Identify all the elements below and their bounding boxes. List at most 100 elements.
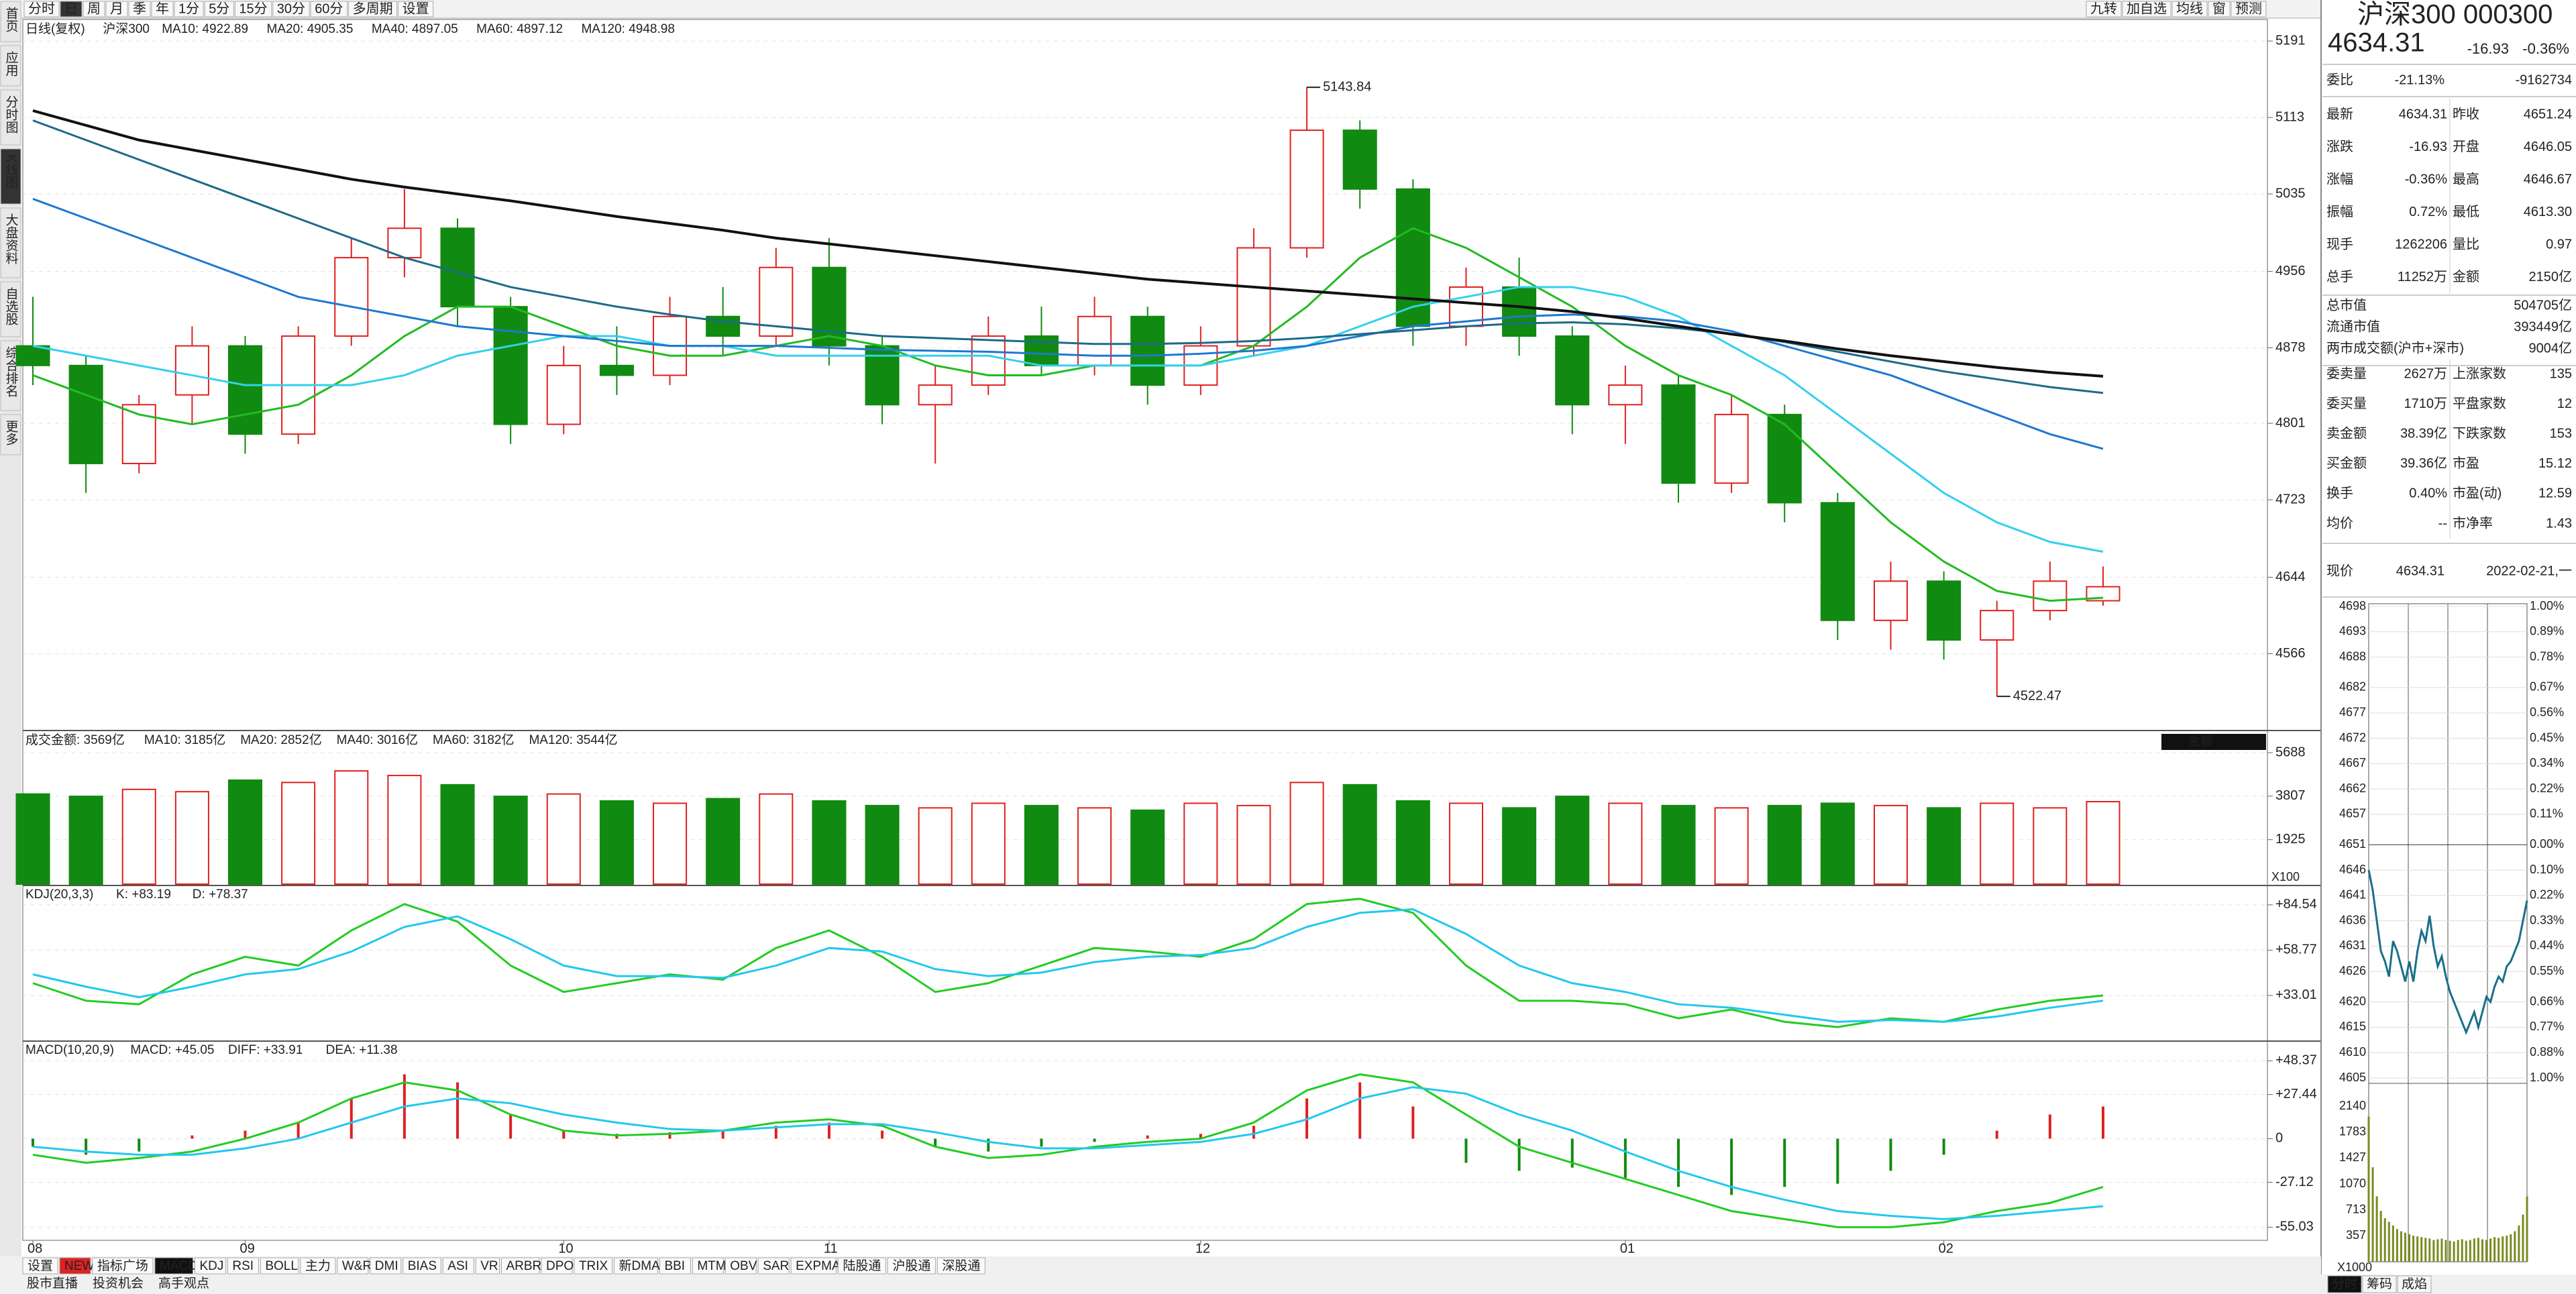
toolbar-label[interactable]: 周 xyxy=(87,1,101,16)
indicator-tab[interactable] xyxy=(59,1257,91,1275)
toolbar-label[interactable]: 30分 xyxy=(277,1,305,16)
toolbar-label[interactable]: 季 xyxy=(133,1,146,16)
indicator-tab[interactable] xyxy=(936,1257,985,1275)
indicator-tab-label[interactable]: SAR xyxy=(763,1259,789,1273)
toolbar-button[interactable] xyxy=(2171,1,2208,17)
indicator-tab-label[interactable]: OBV xyxy=(730,1259,757,1273)
toolbar-label[interactable]: 加自选 xyxy=(2127,1,2167,16)
toolbar-label[interactable]: 60分 xyxy=(315,1,343,16)
toolbar-label[interactable]: 年 xyxy=(156,1,169,16)
indicator-tab-label[interactable]: EXPMA xyxy=(796,1259,841,1273)
toolbar-button[interactable] xyxy=(398,1,434,17)
indicator-tab[interactable] xyxy=(22,1257,58,1275)
indicator-tab-label[interactable]: BBI xyxy=(664,1259,685,1273)
indicator-tab-label[interactable]: 陆股通 xyxy=(843,1258,881,1273)
indicator-tab[interactable] xyxy=(790,1257,837,1275)
toolbar-label[interactable]: 15分 xyxy=(239,1,267,16)
indicator-tab-label[interactable]: DMI xyxy=(375,1259,398,1273)
indicator-tab[interactable] xyxy=(227,1257,259,1275)
toolbar-button[interactable] xyxy=(310,1,348,17)
toolbar-label[interactable]: 设置 xyxy=(402,1,429,16)
toolbar-button[interactable] xyxy=(348,1,398,17)
indicator-tab-label[interactable]: RSI xyxy=(232,1259,254,1273)
sidebar-label[interactable]: 分时图 xyxy=(4,95,19,133)
toolbar-button[interactable] xyxy=(2086,1,2122,17)
selector-label[interactable]: 金额 xyxy=(2188,735,2212,748)
toolbar-label[interactable]: 日 xyxy=(64,1,78,16)
toolbar-label[interactable]: 5分 xyxy=(209,1,229,16)
intraday-tab-label[interactable]: 分时 xyxy=(2332,1277,2357,1291)
indicator-tab[interactable] xyxy=(154,1257,193,1275)
indicator-tab[interactable] xyxy=(692,1257,724,1275)
toolbar-button[interactable] xyxy=(151,1,174,17)
toolbar-label[interactable]: 多周期 xyxy=(353,1,393,16)
indicator-tab-label[interactable]: 主力 xyxy=(305,1258,331,1273)
indicator-tab-label[interactable]: MACD xyxy=(160,1259,197,1273)
indicator-tab[interactable] xyxy=(442,1257,474,1275)
indicator-tab[interactable] xyxy=(659,1257,691,1275)
toolbar-button[interactable] xyxy=(204,1,234,17)
indicator-tab[interactable] xyxy=(837,1257,886,1275)
toolbar-button[interactable] xyxy=(272,1,310,17)
indicator-tab[interactable] xyxy=(337,1257,369,1275)
toolbar-label[interactable]: 1分 xyxy=(178,1,199,16)
bottom-link[interactable]: 股市直播 xyxy=(27,1276,78,1291)
sidebar-tab[interactable] xyxy=(0,89,21,146)
sidebar-label[interactable]: K线图 xyxy=(4,154,19,188)
toolbar-label[interactable]: 均线 xyxy=(2176,1,2203,16)
indicator-tab[interactable] xyxy=(194,1257,226,1275)
indicator-tab[interactable] xyxy=(500,1257,540,1275)
indicator-selector[interactable] xyxy=(2161,734,2266,750)
sidebar-label[interactable]: 自选股 xyxy=(4,287,19,325)
indicator-tab-label[interactable]: 沪股通 xyxy=(892,1258,930,1273)
indicator-tab[interactable] xyxy=(541,1257,573,1275)
toolbar-button[interactable] xyxy=(2231,1,2267,17)
indicator-tab[interactable] xyxy=(402,1257,441,1275)
indicator-tab-label[interactable]: 指标广场 xyxy=(97,1258,148,1273)
sidebar-tab[interactable] xyxy=(0,148,21,205)
indicator-tab-label[interactable]: 深股通 xyxy=(942,1258,980,1273)
toolbar-button[interactable] xyxy=(60,1,83,17)
toolbar-label[interactable]: 九转 xyxy=(2090,1,2117,16)
sidebar-label[interactable]: 综合排名 xyxy=(4,346,19,397)
indicator-tab-label[interactable]: 设置 xyxy=(28,1258,53,1273)
indicator-tab-label[interactable]: NEW xyxy=(64,1259,94,1273)
sidebar-tab[interactable] xyxy=(0,1,21,42)
toolbar-button[interactable] xyxy=(23,1,60,17)
sidebar-tab[interactable] xyxy=(0,45,21,87)
toolbar-button[interactable] xyxy=(234,1,272,17)
indicator-tab[interactable] xyxy=(724,1257,757,1275)
indicator-tab-label[interactable]: W&R xyxy=(342,1259,372,1273)
indicator-tab[interactable] xyxy=(92,1257,154,1275)
intraday-tab-label[interactable]: 成焰 xyxy=(2402,1277,2427,1291)
sidebar-tab[interactable] xyxy=(0,281,21,337)
indicator-tab[interactable] xyxy=(475,1257,500,1275)
intraday-tab-label[interactable]: 筹码 xyxy=(2367,1277,2392,1291)
intraday-tab[interactable] xyxy=(2397,1275,2432,1293)
toolbar-button[interactable] xyxy=(105,1,128,17)
indicator-tab-label[interactable]: TRIX xyxy=(579,1259,608,1273)
indicator-tab[interactable] xyxy=(260,1257,299,1275)
toolbar-button[interactable] xyxy=(2122,1,2171,17)
indicator-tab-label[interactable]: VR xyxy=(480,1259,498,1273)
indicator-tab-label[interactable]: ASI xyxy=(447,1259,468,1273)
bottom-link[interactable]: 高手观点 xyxy=(158,1276,209,1291)
indicator-tab-label[interactable]: DPO xyxy=(546,1259,574,1273)
sidebar-label[interactable]: 更多 xyxy=(4,420,19,445)
indicator-tab[interactable] xyxy=(574,1257,613,1275)
sidebar-label[interactable]: 首页 xyxy=(4,7,19,32)
indicator-tab-label[interactable]: ARBR xyxy=(506,1259,541,1273)
indicator-tab-label[interactable]: BIAS xyxy=(408,1259,437,1273)
indicator-tab[interactable] xyxy=(300,1257,336,1275)
indicator-tab-label[interactable]: MTM xyxy=(697,1259,726,1273)
intraday-tab[interactable] xyxy=(2327,1275,2362,1293)
toolbar-label[interactable]: 月 xyxy=(110,1,123,16)
indicator-tab-label[interactable]: KDJ xyxy=(199,1259,223,1273)
toolbar-button[interactable] xyxy=(174,1,204,17)
sidebar-label[interactable]: 应用 xyxy=(4,51,19,76)
toolbar-button[interactable] xyxy=(83,1,105,17)
indicator-tab[interactable] xyxy=(757,1257,790,1275)
indicator-tab[interactable] xyxy=(887,1257,936,1275)
toolbar-label[interactable]: 分时 xyxy=(28,1,55,16)
sidebar-tab[interactable] xyxy=(0,414,21,455)
